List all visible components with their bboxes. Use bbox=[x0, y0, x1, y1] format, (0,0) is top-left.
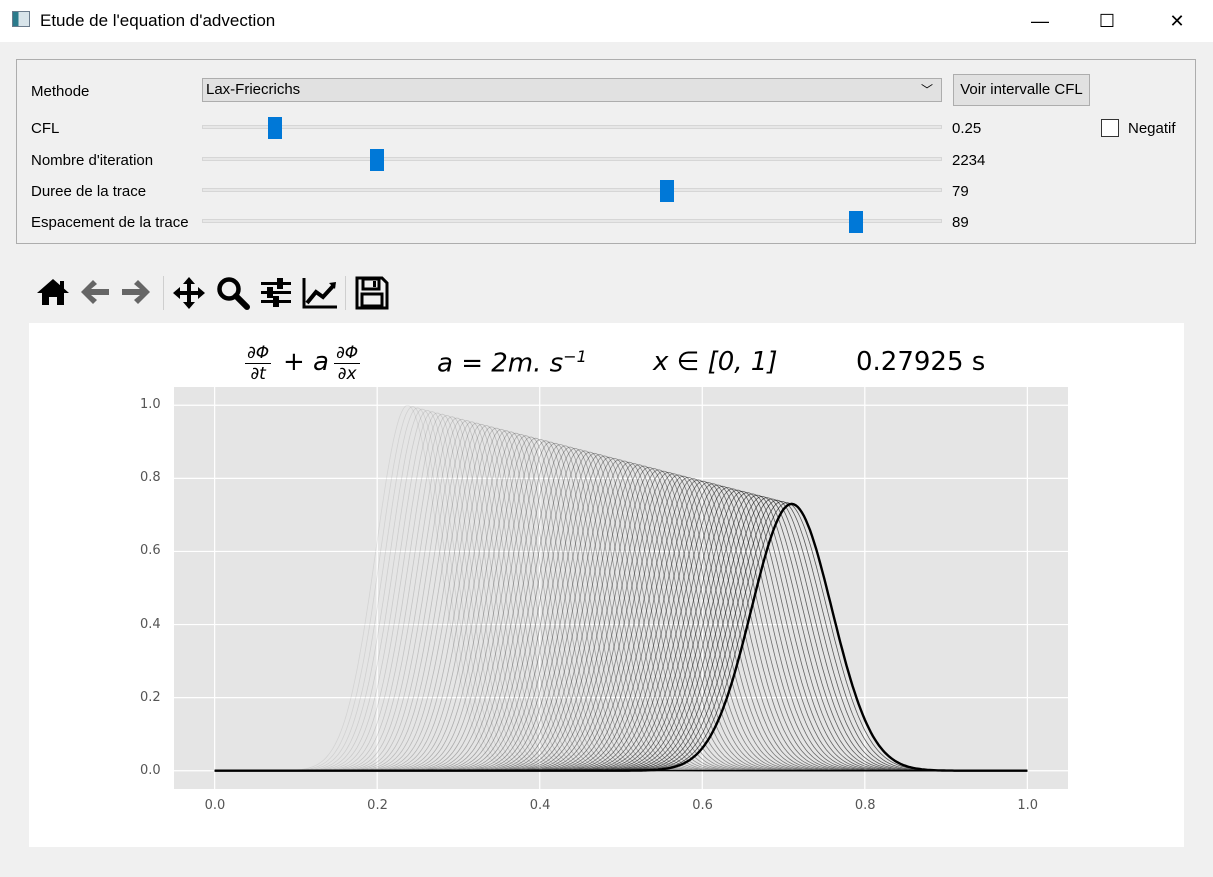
trace-line bbox=[214, 464, 1028, 772]
method-label: Methode bbox=[31, 83, 90, 100]
pde-dphi-dt: ∂Φ ∂t bbox=[245, 343, 272, 384]
iterations-value: 2234 bbox=[952, 152, 986, 169]
y-tick-label: 1.0 bbox=[140, 397, 161, 413]
chevron-down-icon: ﹀ bbox=[920, 83, 933, 97]
trace-line bbox=[214, 470, 1028, 772]
trace-line bbox=[214, 422, 1028, 772]
y-tick-label: 0.4 bbox=[140, 616, 161, 632]
x-tick-label: 0.8 bbox=[854, 798, 876, 813]
trace-line bbox=[214, 417, 1028, 772]
trace-line bbox=[214, 465, 1028, 772]
pde-plus-a: + a bbox=[283, 347, 329, 377]
zoom-icon[interactable] bbox=[214, 272, 250, 312]
forward-icon[interactable] bbox=[117, 272, 153, 312]
app-icon bbox=[12, 11, 30, 27]
back-icon[interactable] bbox=[76, 272, 112, 312]
y-tick-label: 0.0 bbox=[140, 762, 161, 778]
home-icon[interactable] bbox=[34, 272, 70, 312]
axes-icon[interactable] bbox=[299, 272, 337, 312]
iterations-slider-handle[interactable] bbox=[369, 149, 384, 171]
trace-line bbox=[214, 423, 1028, 772]
trace-spacing-slider[interactable] bbox=[202, 211, 942, 233]
y-tick-label: 0.8 bbox=[140, 470, 161, 486]
speed-label: a = 2m. s−1 bbox=[437, 347, 587, 379]
plot-figure: ∂Φ ∂t + a ∂Φ ∂x a = 2m. s−1 x ∈ [0, 1] 0.2… bbox=[29, 323, 1184, 847]
trace-line bbox=[214, 480, 1028, 772]
trace-duration-slider[interactable] bbox=[202, 180, 942, 202]
window-title: Etude de l'equation d'advection bbox=[40, 11, 276, 30]
pde-dphi-dx: ∂Φ ∂x bbox=[334, 343, 361, 384]
y-tick-label: 0.2 bbox=[140, 689, 161, 705]
trace-spacing-value: 89 bbox=[952, 214, 969, 231]
toolbar-separator bbox=[345, 276, 346, 310]
trace-line bbox=[214, 428, 1028, 772]
trace-duration-label: Duree de la trace bbox=[31, 183, 147, 200]
x-tick-label: 1.0 bbox=[1017, 798, 1039, 813]
cfl-slider[interactable] bbox=[202, 117, 942, 139]
cfl-label: CFL bbox=[31, 120, 60, 137]
trace-line bbox=[214, 463, 1028, 772]
trace-line bbox=[214, 498, 1028, 772]
trace-line bbox=[214, 421, 1028, 772]
x-tick-label: 0.0 bbox=[204, 798, 226, 813]
method-dropdown-value: Lax-Friecrichs bbox=[206, 81, 301, 98]
close-button[interactable]: ✕ bbox=[1169, 10, 1185, 31]
x-tick-label: 0.4 bbox=[529, 798, 551, 813]
method-dropdown[interactable]: Lax-Friecrichs ﹀ bbox=[202, 78, 942, 102]
trace-line bbox=[214, 482, 1028, 772]
trace-line bbox=[214, 425, 1028, 772]
plot-axes[interactable] bbox=[174, 387, 1068, 789]
trace-line bbox=[214, 479, 1028, 772]
trace-line bbox=[214, 471, 1028, 772]
trace-spacing-label: Espacement de la trace bbox=[31, 214, 189, 231]
save-icon[interactable] bbox=[353, 272, 389, 312]
maximize-button[interactable]: ☐ bbox=[1098, 10, 1116, 31]
plot-canvas bbox=[174, 387, 1068, 789]
cfl-interval-button[interactable]: Voir intervalle CFL bbox=[953, 74, 1090, 106]
cfl-value: 0.25 bbox=[952, 120, 982, 137]
trace-line bbox=[214, 466, 1028, 772]
toolbar-separator bbox=[163, 276, 164, 310]
trace-line bbox=[214, 469, 1028, 772]
cfl-slider-handle[interactable] bbox=[268, 117, 283, 139]
iterations-slider[interactable] bbox=[202, 149, 942, 171]
y-tick-label: 0.6 bbox=[140, 543, 161, 559]
trace-line bbox=[214, 427, 1028, 772]
configure-icon[interactable] bbox=[257, 272, 293, 312]
trace-line bbox=[214, 432, 1028, 772]
trace-line bbox=[214, 433, 1028, 772]
x-tick-label: 0.6 bbox=[692, 798, 713, 813]
controls-panel: Methode Lax-Friecrichs ﹀ Voir intervalle… bbox=[16, 59, 1196, 244]
negatif-label: Negatif bbox=[1128, 120, 1176, 137]
iterations-label: Nombre d'iteration bbox=[31, 152, 154, 169]
title-bar: Etude de l'equation d'advection — ☐ ✕ bbox=[0, 0, 1213, 42]
domain-label: x ∈ [0, 1] bbox=[653, 347, 778, 377]
time-label: 0.27925 s bbox=[856, 347, 986, 377]
trace-spacing-slider-handle[interactable] bbox=[849, 211, 864, 233]
trace-duration-value: 79 bbox=[952, 183, 969, 200]
x-tick-label: 0.2 bbox=[367, 798, 388, 813]
pan-icon[interactable] bbox=[170, 272, 206, 312]
minimize-button[interactable]: — bbox=[1031, 10, 1049, 31]
trace-line bbox=[214, 415, 1028, 772]
trace-line bbox=[214, 468, 1028, 772]
trace-duration-slider-handle[interactable] bbox=[660, 180, 675, 202]
current-solution-line bbox=[214, 502, 1028, 772]
negatif-checkbox[interactable] bbox=[1101, 119, 1119, 137]
